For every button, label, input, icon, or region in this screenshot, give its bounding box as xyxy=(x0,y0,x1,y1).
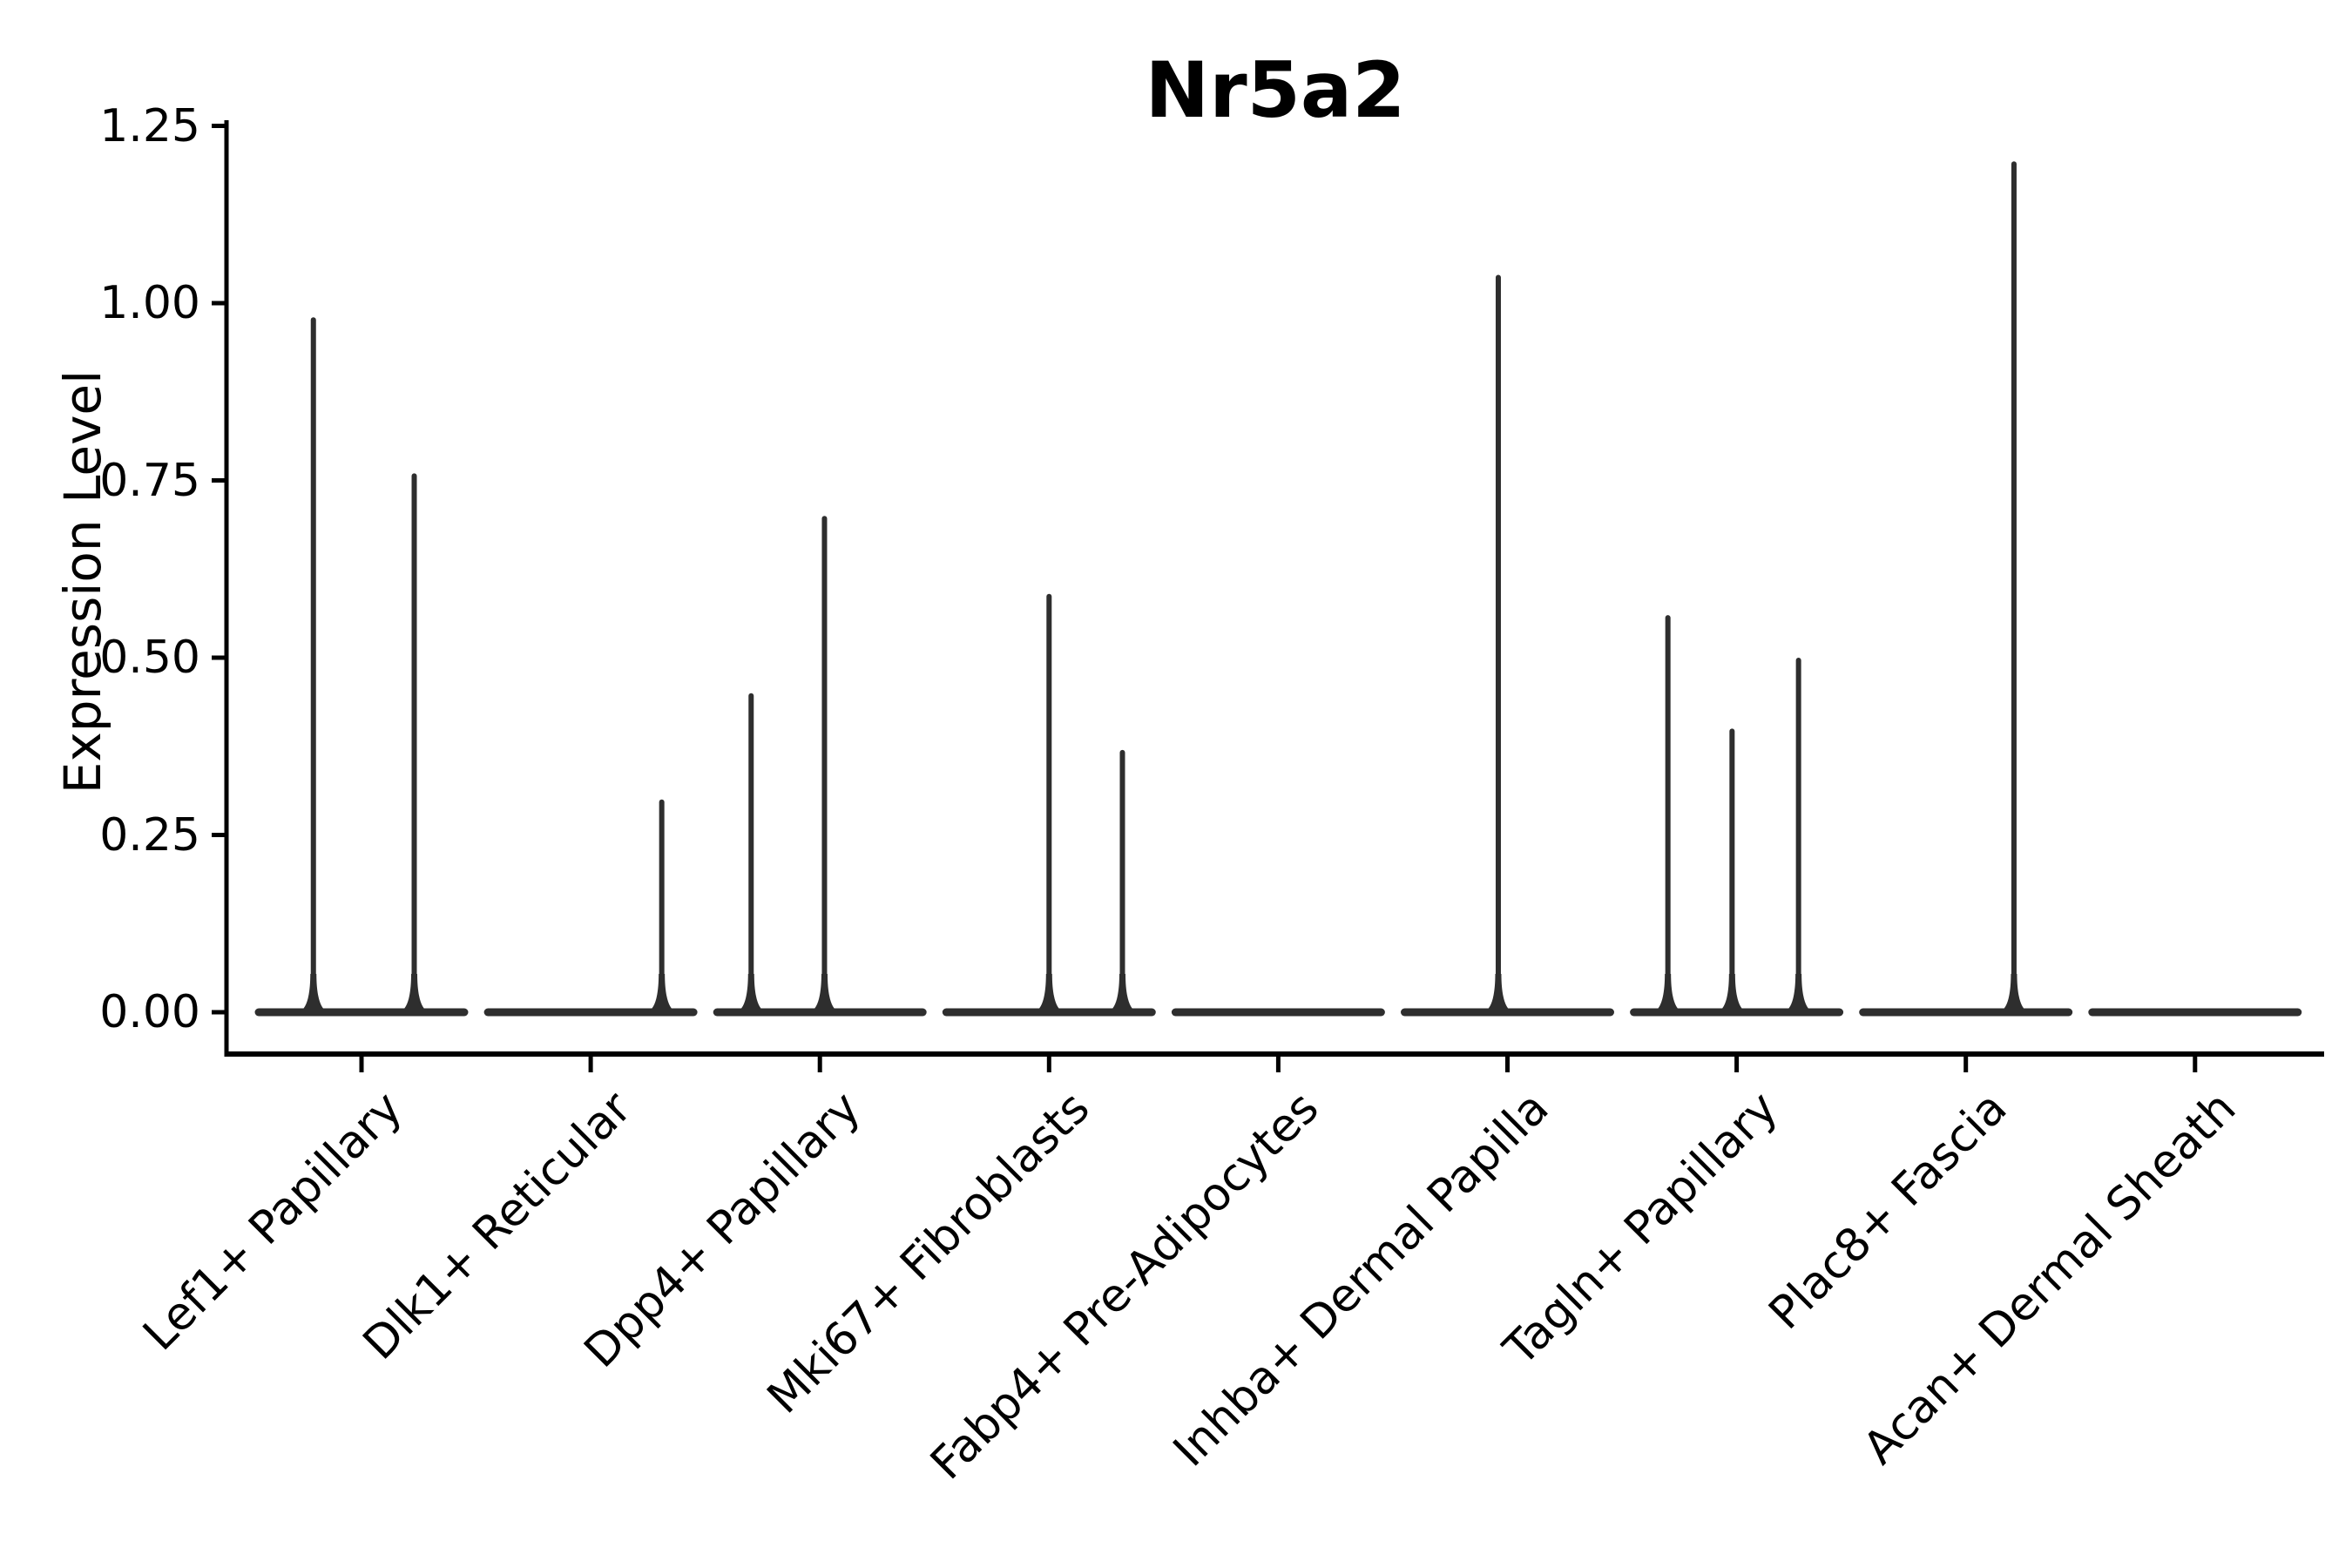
y-tick-label-0.50: 0.50 xyxy=(99,632,200,684)
y-tick-label-1.25: 1.25 xyxy=(99,99,200,152)
chart-title: Nr5a2 xyxy=(1145,45,1406,135)
y-tick-label-0.00: 0.00 xyxy=(99,986,200,1038)
y-tick-label-0.25: 0.25 xyxy=(99,808,200,862)
y-tick-label-0.75: 0.75 xyxy=(99,454,200,507)
y-tick-label-1.00: 1.00 xyxy=(99,277,200,329)
